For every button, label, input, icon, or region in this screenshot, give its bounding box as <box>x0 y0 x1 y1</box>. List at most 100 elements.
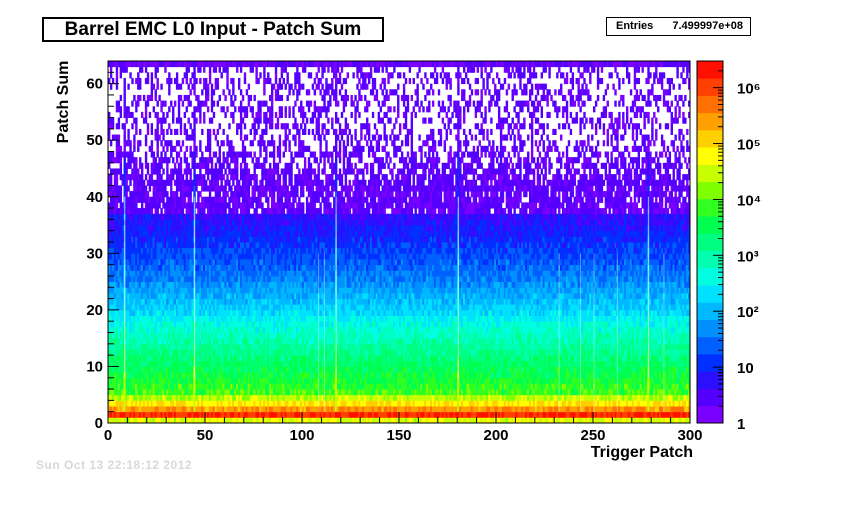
heatmap-cell <box>144 174 148 181</box>
heatmap-cell <box>226 411 229 418</box>
heatmap-cell <box>276 89 280 96</box>
heatmap-cell <box>158 196 161 203</box>
heatmap-cell <box>123 151 126 158</box>
heatmap-cell <box>177 83 181 90</box>
heatmap-cell <box>133 258 136 266</box>
heatmap-cell <box>199 417 202 424</box>
heatmap-cell <box>140 321 144 328</box>
heatmap-cell <box>168 360 171 367</box>
heatmap-cell <box>119 360 123 367</box>
heatmap-cell <box>177 372 181 379</box>
heatmap-cell <box>239 372 243 379</box>
heatmap-cell <box>205 383 208 390</box>
heatmap-cell <box>158 411 161 418</box>
heatmap-cell <box>160 372 163 379</box>
heatmap-cell <box>142 332 146 339</box>
heatmap-cell <box>199 304 202 311</box>
heatmap-cell <box>139 140 142 147</box>
heatmap-cell <box>232 77 235 85</box>
heatmap-cell <box>172 61 175 68</box>
heatmap-cell <box>175 406 179 413</box>
heatmap-cell <box>284 106 287 113</box>
heatmap-cell <box>179 185 183 192</box>
heatmap-cell <box>111 343 115 350</box>
heatmap-cell <box>139 185 142 192</box>
heatmap-cell <box>220 377 223 384</box>
heatmap-cell <box>259 106 262 113</box>
heatmap-cell <box>177 179 181 186</box>
heatmap-cell <box>115 208 119 215</box>
heatmap-cell <box>170 321 173 328</box>
heatmap-cell <box>189 309 192 316</box>
heatmap-cell <box>220 292 223 300</box>
heatmap-cell <box>117 117 121 124</box>
heatmap-cell <box>237 338 241 345</box>
heatmap-cell <box>239 281 243 288</box>
heatmap-cell <box>230 247 233 254</box>
heatmap-cell <box>144 247 148 254</box>
heatmap-cell <box>162 202 165 209</box>
heatmap-cell <box>119 355 123 362</box>
heatmap-cell <box>160 151 163 158</box>
heatmap-cell <box>135 236 138 243</box>
heatmap-cell <box>115 326 119 333</box>
heatmap-cell <box>129 196 132 203</box>
heatmap-cell <box>119 315 123 322</box>
heatmap-cell <box>144 394 148 401</box>
heatmap-cell <box>226 83 229 90</box>
heatmap-cell <box>245 89 249 96</box>
heatmap-cell <box>239 128 243 135</box>
heatmap-cell <box>168 321 171 328</box>
heatmap-cell <box>144 309 148 316</box>
heatmap-cell <box>135 377 138 384</box>
heatmap-cell <box>173 61 177 68</box>
heatmap-cell <box>156 191 159 198</box>
heatmap-cell <box>152 196 156 203</box>
heatmap-cell <box>177 411 181 418</box>
heatmap-cell <box>187 287 190 294</box>
heatmap-cell <box>117 343 121 350</box>
heatmap-cell <box>160 309 163 316</box>
heatmap-cell <box>183 151 187 158</box>
heatmap-cell <box>150 394 154 401</box>
heatmap-cell <box>164 343 167 350</box>
heatmap-cell <box>111 247 115 254</box>
heatmap-cell <box>234 417 237 424</box>
heatmap-cell <box>216 360 220 367</box>
heatmap-cell <box>148 202 152 209</box>
heatmap-cell <box>133 275 136 283</box>
heatmap-cell <box>150 202 154 209</box>
heatmap-cell <box>201 242 204 249</box>
heatmap-cell <box>228 213 231 220</box>
heatmap-cell <box>113 298 117 305</box>
heatmap-cell <box>172 298 175 305</box>
heatmap-cell <box>181 400 185 407</box>
heatmap-cell <box>230 377 233 384</box>
heatmap-cell <box>197 315 200 322</box>
heatmap-cell <box>127 292 130 300</box>
heatmap-cell <box>212 406 216 413</box>
heatmap-cell <box>119 389 123 396</box>
heatmap-cell <box>119 321 123 328</box>
heatmap-cell <box>164 242 167 249</box>
heatmap-cell <box>220 230 223 237</box>
heatmap-cell <box>224 343 227 350</box>
heatmap-cell <box>170 292 173 300</box>
heatmap-cell <box>154 196 157 203</box>
heatmap-cell <box>181 270 185 277</box>
heatmap-cell <box>117 242 121 249</box>
heatmap-cell <box>181 360 185 367</box>
heatmap-cell <box>129 145 132 152</box>
heatmap-cell <box>232 372 235 379</box>
heatmap-cell <box>199 145 202 152</box>
heatmap-cell <box>137 264 140 271</box>
heatmap-cell <box>197 366 200 373</box>
heatmap-cell <box>177 208 181 215</box>
heatmap-cell <box>127 83 130 90</box>
heatmap-cell <box>216 202 220 209</box>
heatmap-cell <box>170 315 173 322</box>
heatmap-cell <box>164 417 167 424</box>
heatmap-cell <box>216 264 220 271</box>
heatmap-cell <box>185 219 188 226</box>
heatmap-cell <box>150 270 154 277</box>
